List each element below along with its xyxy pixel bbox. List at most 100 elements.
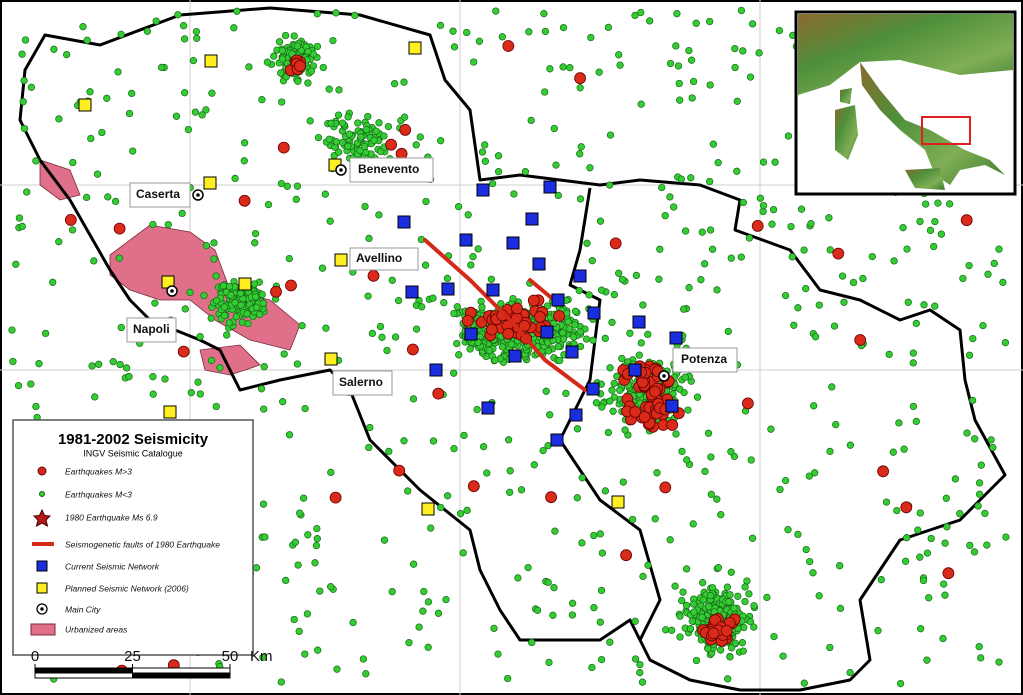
major-quake xyxy=(629,405,642,418)
minor-quake xyxy=(255,310,264,319)
minor-quake xyxy=(975,479,984,487)
minor-quake xyxy=(681,227,690,235)
minor-quake xyxy=(724,327,732,336)
minor-quake xyxy=(916,553,924,561)
minor-quake xyxy=(644,561,652,569)
minor-quake xyxy=(527,116,535,125)
minor-quake xyxy=(258,290,266,299)
minor-quake xyxy=(327,119,335,127)
minor-quake xyxy=(528,638,536,647)
minor-quake xyxy=(674,62,683,70)
minor-quake xyxy=(965,261,973,270)
minor-quake xyxy=(575,286,583,295)
minor-quake xyxy=(376,322,385,331)
minor-quake xyxy=(164,220,172,229)
minor-quake xyxy=(739,647,747,655)
minor-quake xyxy=(456,510,465,518)
minor-quake xyxy=(587,33,595,42)
minor-quake xyxy=(20,124,29,133)
minor-quake xyxy=(494,167,503,176)
minor-quake xyxy=(576,195,585,203)
minor-quake xyxy=(467,261,475,269)
minor-quake xyxy=(716,646,725,654)
minor-quake xyxy=(400,78,408,86)
minor-quake xyxy=(800,246,808,254)
minor-quake xyxy=(69,158,77,167)
major-quake xyxy=(285,279,297,292)
minor-quake xyxy=(453,339,461,348)
minor-quake xyxy=(684,406,692,414)
minor-quake xyxy=(776,485,784,494)
minor-quake xyxy=(263,58,272,66)
minor-quake xyxy=(333,665,341,673)
minor-quake xyxy=(846,441,855,449)
minor-quake xyxy=(104,193,112,201)
minor-quake xyxy=(999,278,1007,287)
planned-station xyxy=(421,502,435,516)
minor-quake xyxy=(365,443,373,452)
minor-quake xyxy=(658,183,666,192)
minor-quake xyxy=(632,271,641,280)
minor-quake xyxy=(196,333,204,341)
minor-quake xyxy=(922,200,930,208)
major-quake xyxy=(518,319,531,332)
minor-quake xyxy=(809,569,817,577)
minor-quake xyxy=(604,428,613,437)
minor-quake xyxy=(390,80,399,88)
minor-quake xyxy=(236,289,245,297)
minor-quake xyxy=(685,284,693,292)
minor-quake xyxy=(628,515,637,524)
minor-quake xyxy=(450,369,458,377)
scale-segment xyxy=(132,667,231,674)
minor-quake xyxy=(542,387,550,395)
major-quake xyxy=(502,40,515,52)
minor-quake xyxy=(846,668,854,677)
minor-quake xyxy=(225,319,233,327)
minor-quake xyxy=(437,137,445,145)
minor-quake xyxy=(15,214,24,222)
minor-quake xyxy=(362,125,371,134)
minor-quake xyxy=(836,562,844,570)
minor-quake xyxy=(506,488,514,496)
minor-quake xyxy=(216,364,224,372)
current-station xyxy=(486,283,500,297)
minor-quake xyxy=(709,140,718,148)
minor-quake xyxy=(797,205,806,213)
minor-quake xyxy=(636,660,644,669)
current-station xyxy=(464,327,478,341)
minor-quake xyxy=(828,383,836,391)
minor-quake xyxy=(212,402,220,411)
minor-quake xyxy=(261,533,269,541)
minor-quake xyxy=(546,411,554,419)
minor-quake xyxy=(738,639,747,647)
minor-quake xyxy=(181,89,189,97)
minor-quake xyxy=(250,280,259,288)
minor-quake xyxy=(277,69,285,77)
minor-quake xyxy=(478,303,486,311)
minor-quake xyxy=(278,98,286,106)
minor-quake xyxy=(174,11,182,19)
minor-quake xyxy=(578,474,586,482)
minor-quake xyxy=(259,653,267,662)
minor-quake xyxy=(252,293,260,301)
minor-quake xyxy=(698,613,706,621)
minor-quake xyxy=(701,467,709,476)
minor-quake xyxy=(810,402,818,410)
minor-quake xyxy=(912,417,920,426)
minor-quake xyxy=(644,330,652,339)
minor-quake xyxy=(731,44,739,53)
minor-quake xyxy=(455,351,463,359)
minor-quake xyxy=(68,226,77,234)
minor-quake xyxy=(601,334,609,343)
minor-quake xyxy=(313,535,321,543)
minor-quake xyxy=(79,23,87,31)
minor-quake xyxy=(937,230,946,238)
major-quake xyxy=(399,123,412,136)
minor-quake xyxy=(180,35,189,43)
minor-quake xyxy=(689,600,698,608)
minor-quake xyxy=(746,618,755,626)
minor-quake xyxy=(466,345,474,353)
minor-quake xyxy=(510,190,518,198)
minor-quake xyxy=(673,10,681,18)
